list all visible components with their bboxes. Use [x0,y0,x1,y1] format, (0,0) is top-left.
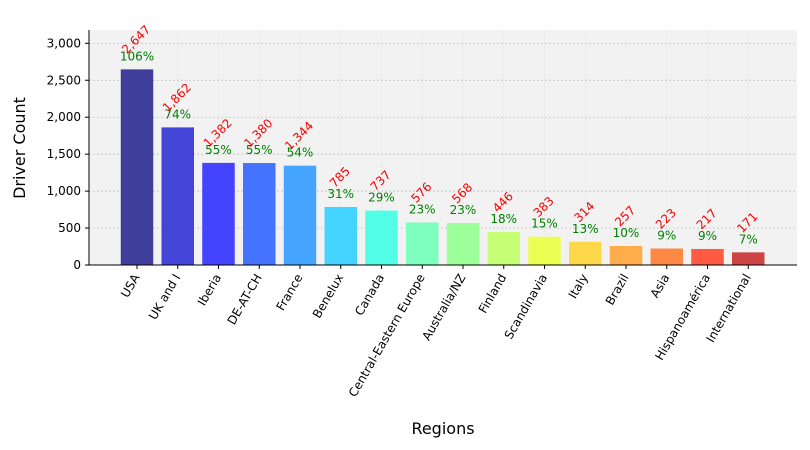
x-tick-label: DE-AT-CH [225,272,265,328]
x-tick-label: UK and I [146,272,183,323]
percent-label: 9% [698,229,717,243]
bar-scandinavia [528,236,561,265]
percent-label: 10% [613,226,640,240]
x-tick-label: Iberia [195,272,224,309]
x-tick-label: Scandinavia [502,272,551,342]
bar-brazil [609,246,643,265]
bar-canada [365,210,398,265]
y-tick-label: 500 [58,221,81,235]
percent-label: 55% [246,143,273,157]
x-tick-label: Asia [648,272,673,301]
x-tick-label: USA [118,271,143,300]
bar-italy [569,241,602,265]
x-tick-label: Australia/NZ [419,272,468,343]
bar-asia [650,248,683,265]
percent-label: 15% [531,217,558,231]
x-tick-label: International [703,272,753,345]
percent-label: 7% [739,232,758,246]
y-axis: 0 500 1,000 1,500 2,000 2,500 3,000 [47,30,90,272]
percent-label: 18% [490,212,517,226]
x-tick-label: France [274,272,306,314]
y-tick-label: 2,000 [47,110,81,124]
x-tick-label: Central-Eastern Europe [346,272,428,400]
percent-label: 54% [287,146,314,160]
percent-label: 74% [164,107,191,121]
y-tick-label: 1,000 [47,184,81,198]
plot-area [89,30,797,265]
bar-australia-nz [446,223,480,265]
bar-de-at-ch [243,163,276,265]
bar-uk-and-i [161,127,194,265]
percent-label: 31% [327,187,354,201]
y-tick-label: 2,500 [47,73,81,87]
bar-france [283,165,317,265]
bars [120,69,765,265]
percent-label: 29% [368,191,395,205]
bar-central-eastern-europe [406,222,439,265]
y-axis-title: Driver Count [10,97,29,199]
y-tick-label: 0 [73,258,81,272]
bar-hispanoam-rica [691,248,724,265]
percent-label: 23% [409,202,436,216]
percent-label: 106% [120,49,154,63]
y-tick-label: 3,000 [47,36,81,50]
x-tick-label: Benelux [310,272,346,321]
x-tick-label: Italy [566,272,591,302]
bar-benelux [324,206,357,265]
percent-label: 13% [572,222,599,236]
bar-usa [120,69,154,265]
y-tick-label: 1,500 [47,147,81,161]
x-axis: USA UK and I Iberia DE-AT-CH France Benelux Ca… [89,264,797,400]
percent-label: 23% [450,203,477,217]
bar-international [732,252,765,265]
percent-label: 9% [657,229,676,243]
bar-iberia [202,162,235,265]
percent-label: 55% [205,143,232,157]
x-tick-label: Finland [476,272,510,316]
x-axis-title: Regions [411,419,474,438]
bar-finland [487,232,520,265]
x-tick-label: Brazil [603,272,632,308]
x-tick-label: Canada [352,272,387,319]
